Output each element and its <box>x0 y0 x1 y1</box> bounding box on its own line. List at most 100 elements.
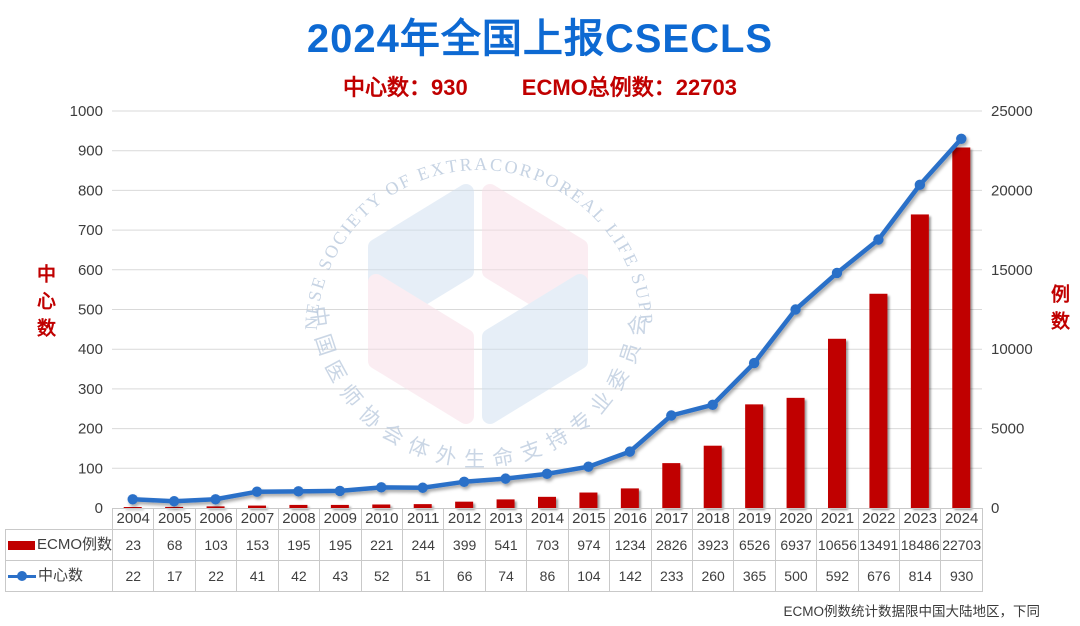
line-point <box>168 496 180 507</box>
year-header-cell: 2024 <box>940 508 983 530</box>
bar-series <box>123 147 971 508</box>
line-point <box>790 304 801 315</box>
value-cell: 592 <box>816 560 859 592</box>
value-cell: 22 <box>112 560 155 592</box>
value-cell: 233 <box>650 560 693 592</box>
bar <box>579 492 598 508</box>
value-cell: 221 <box>360 529 403 561</box>
value-cell: 66 <box>443 560 486 592</box>
value-cell: 43 <box>319 560 362 592</box>
line-point <box>583 461 594 472</box>
year-header-cell: 2017 <box>650 508 693 530</box>
line-point <box>707 399 718 410</box>
right-tick-label: 10000 <box>991 341 1033 358</box>
value-cell: 399 <box>443 529 486 561</box>
year-header-cell: 2019 <box>733 508 776 530</box>
value-cell: 23 <box>112 529 155 561</box>
bar <box>123 507 142 508</box>
year-header-cell: 2005 <box>153 508 196 530</box>
value-cell: 1234 <box>609 529 652 561</box>
value-cell: 13491 <box>857 529 901 561</box>
year-header-cell: 2014 <box>526 508 569 530</box>
value-cell: 103 <box>194 529 238 561</box>
year-header-cell: 2021 <box>816 508 859 530</box>
value-cell: 18486 <box>899 529 942 561</box>
bar <box>496 499 515 508</box>
year-header-cell: 2015 <box>567 508 611 530</box>
left-tick-label: 1000 <box>70 103 103 120</box>
left-tick-label: 900 <box>78 143 103 160</box>
value-cell: 22703 <box>940 529 983 561</box>
value-cell: 703 <box>526 529 569 561</box>
value-cell: 974 <box>567 529 611 561</box>
value-cell: 42 <box>277 560 321 592</box>
year-header-cell: 2016 <box>609 508 652 530</box>
value-cell: 41 <box>236 560 279 592</box>
subtitle-centers: 中心数：930 <box>343 75 468 100</box>
value-cell: 86 <box>526 560 569 592</box>
legend-cell-ecmo-cases: ECMO例数 <box>4 529 114 561</box>
footnote: ECMO例数统计数据限中国大陆地区，下同 <box>783 604 1041 619</box>
bar <box>828 338 846 508</box>
year-header-cell: 2007 <box>236 508 279 530</box>
value-cell: 676 <box>857 560 901 592</box>
year-header-cell: 2009 <box>319 508 362 530</box>
line-legend-key-icon <box>8 571 36 581</box>
value-cell: 814 <box>899 560 942 592</box>
right-tick-label: 25000 <box>991 103 1033 120</box>
line-point <box>334 485 346 497</box>
value-cell: 6937 <box>774 529 818 561</box>
line-point <box>210 494 221 505</box>
year-header-cell: 2004 <box>112 508 155 530</box>
value-cell: 52 <box>360 560 403 592</box>
bar-legend-key-icon <box>8 540 35 550</box>
line-point <box>251 486 263 497</box>
bar <box>662 463 681 508</box>
value-cell: 500 <box>774 560 818 592</box>
value-cell: 930 <box>940 560 983 592</box>
year-header-cell: 2006 <box>194 508 238 530</box>
line-point <box>541 468 553 480</box>
line-point <box>458 476 470 487</box>
value-cell: 142 <box>609 560 652 592</box>
line-point <box>873 234 884 245</box>
right-axis-title: 例数 <box>1048 284 1069 338</box>
year-header-cell: 2013 <box>484 508 528 530</box>
bar <box>206 506 225 508</box>
year-header-cell: 2022 <box>857 508 901 530</box>
line-point <box>748 357 760 369</box>
value-cell: 104 <box>567 560 611 592</box>
left-tick-label: 200 <box>78 421 103 438</box>
value-cell: 68 <box>153 529 196 561</box>
legend-label: ECMO例数 <box>37 536 113 553</box>
value-cell: 153 <box>236 529 279 561</box>
year-header-cell: 2012 <box>443 508 486 530</box>
left-tick-label: 600 <box>78 262 103 279</box>
line-point <box>914 179 926 191</box>
bar <box>952 147 971 508</box>
value-cell: 3923 <box>691 529 735 561</box>
value-cell: 17 <box>153 560 196 592</box>
value-cell: 10656 <box>816 529 859 561</box>
left-tick-label: 100 <box>78 460 103 477</box>
left-tick-label: 0 <box>95 500 103 517</box>
table-corner-cell <box>6 509 113 530</box>
bar <box>745 404 764 508</box>
year-header-cell: 2010 <box>360 508 403 530</box>
chart-data-table: 2004 2005 2006 2007 2008 2009 2010 2011 2012 2013… <box>4 508 983 592</box>
value-cell: 51 <box>401 560 445 592</box>
line-point <box>624 446 636 457</box>
bar <box>538 496 556 508</box>
line-point <box>376 482 387 493</box>
value-cell: 6526 <box>733 529 776 561</box>
left-tick-label: 500 <box>78 302 103 319</box>
value-cell: 365 <box>733 560 776 592</box>
year-header-cell: 2018 <box>691 508 735 530</box>
bar <box>786 397 805 508</box>
value-cell: 22 <box>194 560 238 592</box>
bar <box>910 214 929 508</box>
year-header-cell: 2011 <box>401 508 445 530</box>
bar <box>869 293 888 508</box>
